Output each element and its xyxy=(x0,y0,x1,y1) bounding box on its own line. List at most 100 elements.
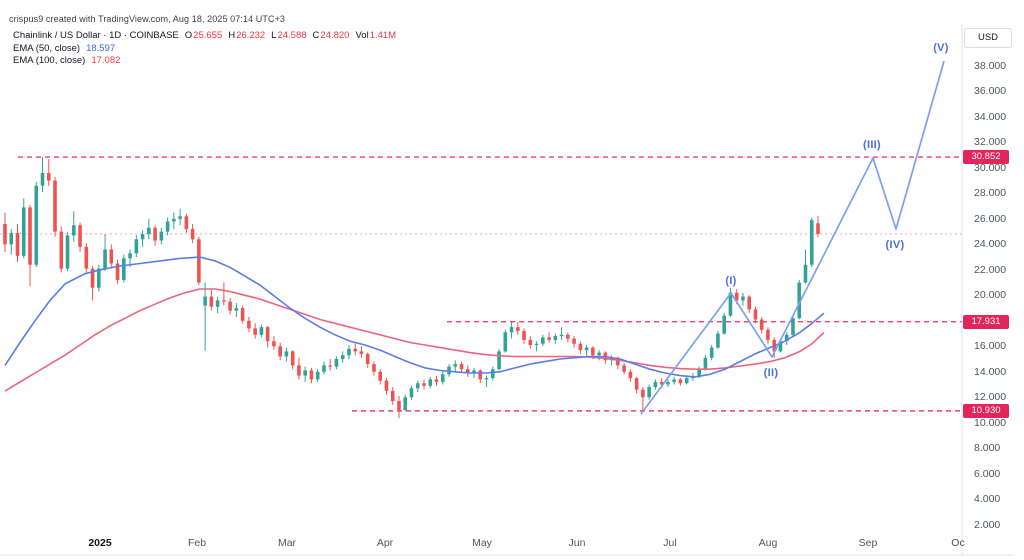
candle-body xyxy=(528,339,533,346)
price-tick-label: 2.000 xyxy=(974,518,1001,531)
candle-body xyxy=(534,343,539,346)
candle-body xyxy=(53,180,57,232)
ema50-legend-row[interactable]: EMA (50, close) 18.597 xyxy=(13,43,396,56)
price-tick-label: 24.000 xyxy=(974,238,1007,251)
price-level-badge: 17.931 xyxy=(963,314,1009,329)
symbol-title[interactable]: Chainlink / US Dollar · 1D · COINBASE xyxy=(13,30,179,41)
symbol-row: Chainlink / US Dollar · 1D · COINBASE O25… xyxy=(13,30,396,43)
candle-body xyxy=(190,229,195,240)
time-tick-label: Feb xyxy=(187,537,207,549)
ema100-value: 17.082 xyxy=(91,55,121,66)
candle-body xyxy=(322,365,326,372)
candle-body xyxy=(365,353,370,365)
candle-body xyxy=(90,268,95,288)
candle-body xyxy=(353,348,358,352)
close-value: 24.820 xyxy=(320,30,350,41)
candle-body xyxy=(134,239,139,254)
candle-body xyxy=(641,389,645,398)
candle-body xyxy=(147,227,151,235)
ema50-value: 18.597 xyxy=(86,42,116,54)
candle-body xyxy=(115,263,120,281)
candle-body xyxy=(816,223,820,234)
candle-body xyxy=(103,249,107,269)
price-level-badge: 30.852 xyxy=(963,150,1009,165)
candle-body xyxy=(203,296,207,306)
candle-body xyxy=(3,223,7,245)
price-tick-label: 32.000 xyxy=(974,136,1007,149)
candle-body xyxy=(15,232,20,256)
price-tick-label: 22.000 xyxy=(974,263,1007,276)
candle-body xyxy=(415,383,420,389)
candle-body xyxy=(122,258,126,281)
candle-body xyxy=(372,364,376,372)
candle-body xyxy=(340,355,345,360)
candle-body xyxy=(566,334,570,339)
candle-body xyxy=(653,381,658,388)
open-label: O xyxy=(184,30,193,41)
candle-body xyxy=(278,346,282,357)
currency-axis-button[interactable]: USD xyxy=(964,28,1012,48)
time-tick-label: Oc xyxy=(951,537,965,549)
candle-body xyxy=(453,364,458,367)
ema50-line xyxy=(4,256,825,378)
candle-body xyxy=(672,379,676,382)
candle-body xyxy=(28,207,32,265)
candle-body xyxy=(709,347,714,358)
candle-body xyxy=(634,378,639,390)
open-value: 25.655 xyxy=(193,30,223,41)
candle-body xyxy=(397,401,401,410)
candle-body xyxy=(628,371,633,379)
candle-body xyxy=(290,351,295,366)
candle-body xyxy=(778,341,783,352)
low-value: 24.588 xyxy=(277,30,307,41)
candle-body xyxy=(84,246,89,269)
candle-body xyxy=(172,218,176,222)
candle-body xyxy=(21,207,26,256)
candle-body xyxy=(222,300,226,302)
wave-label-iv: (IV) xyxy=(885,239,905,251)
price-tick-label: 10.000 xyxy=(974,416,1007,429)
candle-body xyxy=(578,343,583,351)
candle-body xyxy=(472,370,476,374)
candle-body xyxy=(678,379,683,384)
price-tick-label: 8.000 xyxy=(974,442,1001,455)
candle-body xyxy=(490,369,495,379)
candle-body xyxy=(440,374,445,382)
candle-body xyxy=(522,330,526,340)
price-tick-label: 34.000 xyxy=(974,110,1007,123)
ema100-legend-row[interactable]: EMA (100, close) 17.082 xyxy=(13,55,396,68)
candle-body xyxy=(384,380,389,391)
candle-body xyxy=(559,334,564,337)
time-tick-label: Apr xyxy=(376,537,394,549)
candle-body xyxy=(234,308,239,311)
candle-body xyxy=(797,282,802,319)
time-tick-label: 2025 xyxy=(88,537,112,549)
candle-body xyxy=(622,365,626,372)
candle-body xyxy=(684,378,689,384)
candle-body xyxy=(378,371,383,381)
candle-body xyxy=(591,347,595,356)
candle-body xyxy=(741,296,745,301)
candle-body xyxy=(315,371,320,380)
candle-body xyxy=(753,309,758,320)
price-tick-label: 36.000 xyxy=(974,85,1007,98)
price-tick-label: 28.000 xyxy=(974,187,1007,200)
candle-body xyxy=(503,332,508,352)
candle-body xyxy=(153,227,157,241)
candle-body xyxy=(71,225,76,236)
candle-body xyxy=(347,348,351,356)
price-tick-label: 16.000 xyxy=(974,340,1007,353)
candle-body xyxy=(722,315,726,334)
candle-body xyxy=(97,268,101,288)
candle-body xyxy=(647,387,651,398)
time-tick-label: Jul xyxy=(663,537,677,549)
candle-body xyxy=(747,296,752,310)
candle-body xyxy=(409,388,414,398)
candle-body xyxy=(484,378,489,380)
watermark-text: crispus9 created with TradingView.com, A… xyxy=(9,14,286,24)
candle-body xyxy=(272,341,276,347)
candle-body xyxy=(303,370,307,376)
candle-body xyxy=(728,292,733,316)
